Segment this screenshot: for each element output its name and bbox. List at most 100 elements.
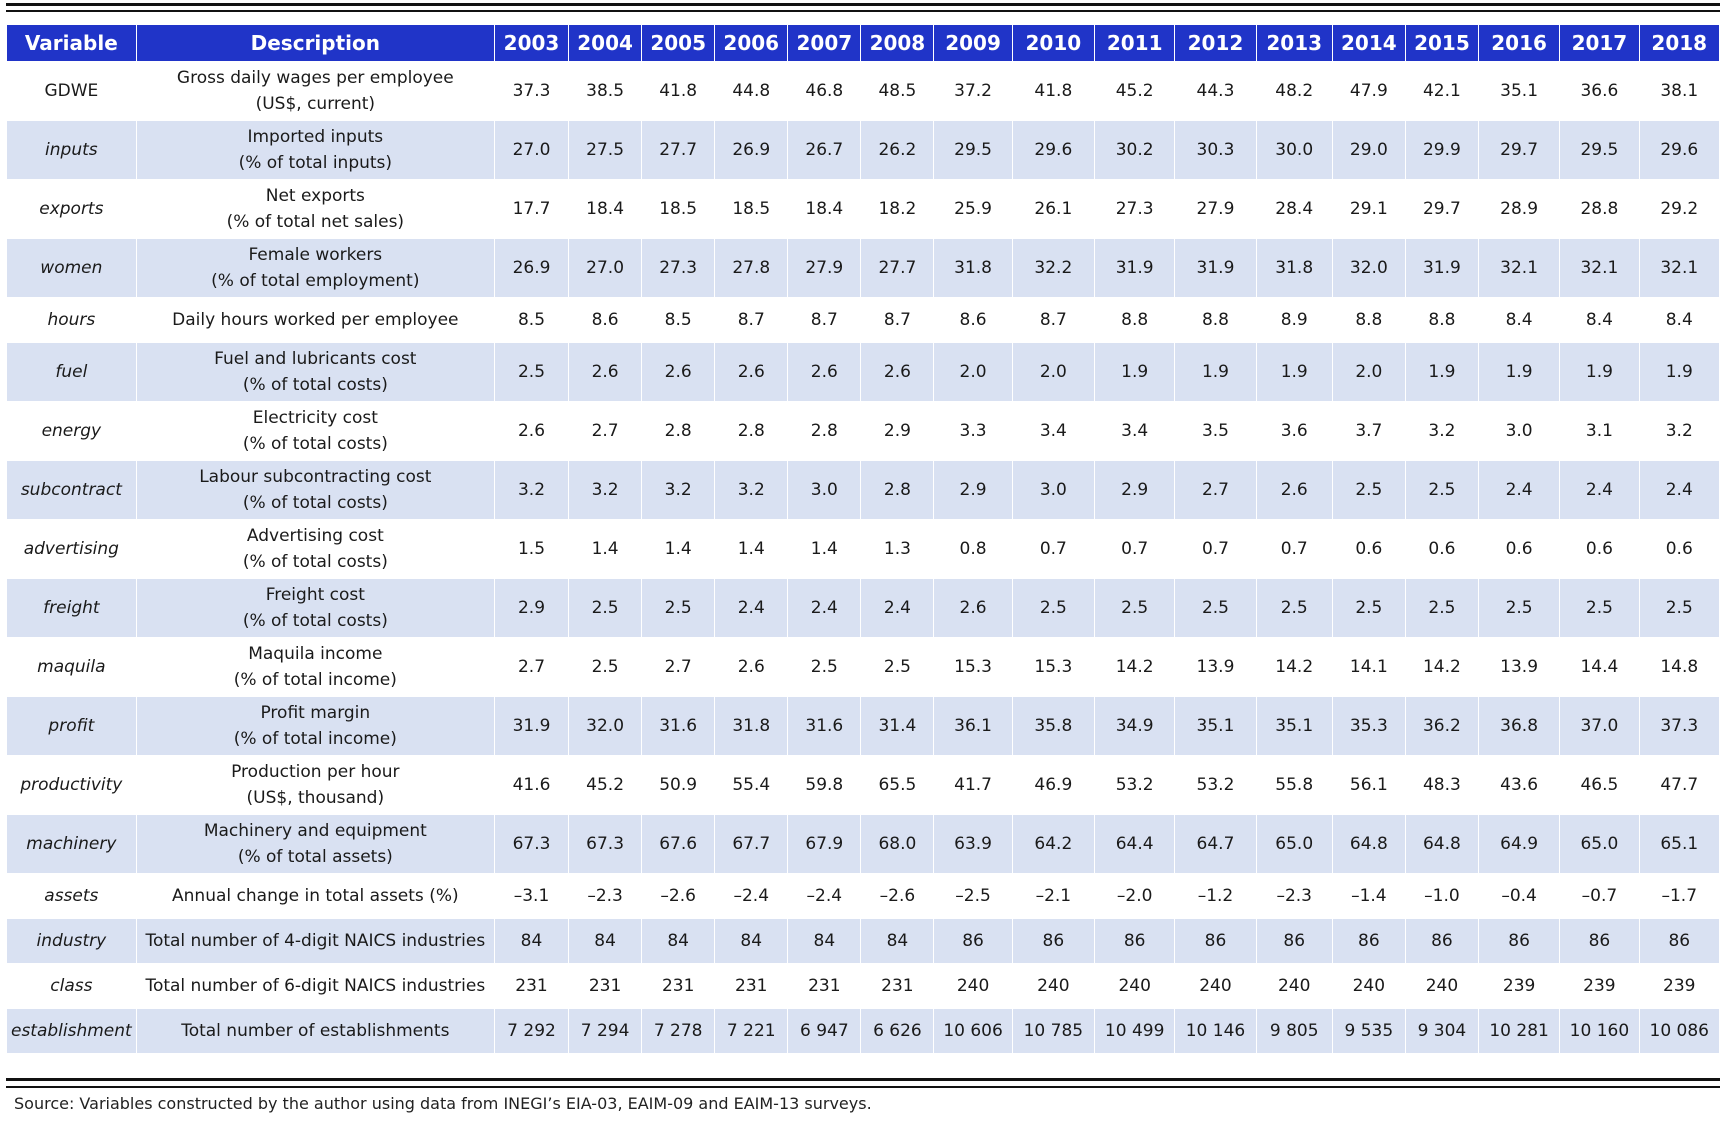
value-cell: 2.6: [1255, 460, 1333, 520]
value-cell: 8.7: [1011, 297, 1096, 343]
value-cell: 31.6: [787, 696, 862, 756]
value-cell: 65.1: [1638, 814, 1721, 874]
value-cell: 44.3: [1174, 61, 1257, 121]
table-row: inputs Imported inputs (% of total inputs)…: [6, 120, 1721, 180]
value-cell: 41.8: [641, 61, 716, 121]
top-rule-thick: [6, 3, 1720, 6]
value-cell: –2.1: [1011, 873, 1096, 919]
value-cell: 3.2: [568, 460, 643, 520]
value-cell: –2.6: [860, 873, 935, 919]
value-cell: 2.8: [860, 460, 935, 520]
table-row: exports Net exports (% of total net sales)…: [6, 179, 1721, 239]
description-line: Maquila income: [248, 644, 383, 664]
value-cell: 31.9: [1094, 238, 1176, 298]
value-cell: 29.5: [1559, 120, 1640, 180]
value-cell: 18.4: [568, 179, 643, 239]
value-cell: 2.7: [641, 637, 716, 697]
value-cell: 31.4: [860, 696, 935, 756]
value-cell: 27.0: [568, 238, 643, 298]
value-cell: –1.2: [1174, 873, 1257, 919]
description-line: Production per hour: [231, 762, 400, 782]
value-cell: 86: [1477, 918, 1561, 964]
value-cell: 31.8: [1255, 238, 1333, 298]
description-line: (% of total employment): [211, 271, 420, 291]
value-cell: 30.0: [1255, 120, 1333, 180]
value-cell: 2.5: [1559, 578, 1640, 638]
value-cell: 8.8: [1331, 297, 1406, 343]
description-line: (% of total costs): [242, 375, 388, 395]
value-cell: 2.6: [787, 342, 862, 402]
description-cell: Gross daily wages per employee (US$, curr…: [135, 61, 495, 121]
header-year: 2015: [1404, 24, 1479, 62]
value-cell: 1.4: [641, 519, 716, 579]
value-cell: 8.5: [493, 297, 570, 343]
value-cell: 67.3: [493, 814, 570, 874]
value-cell: 8.4: [1477, 297, 1561, 343]
value-cell: 67.6: [641, 814, 716, 874]
description-line: (% of total inputs): [238, 153, 393, 173]
description-line: (% of total costs): [242, 611, 388, 631]
value-cell: 18.5: [641, 179, 716, 239]
header-year: 2014: [1331, 24, 1406, 62]
value-cell: 2.4: [1638, 460, 1721, 520]
description-line: Total number of 4-digit NAICS industries: [145, 931, 486, 951]
value-cell: 10 160: [1559, 1008, 1640, 1054]
value-cell: 1.3: [860, 519, 935, 579]
value-cell: 27.7: [641, 120, 716, 180]
value-cell: 10 281: [1477, 1008, 1561, 1054]
description-cell: Electricity cost (% of total costs): [135, 401, 495, 461]
value-cell: 13.9: [1174, 637, 1257, 697]
description-line: Electricity cost: [252, 408, 378, 428]
value-cell: 48.2: [1255, 61, 1333, 121]
value-cell: 35.1: [1174, 696, 1257, 756]
description-cell: Advertising cost (% of total costs): [135, 519, 495, 579]
value-cell: 2.5: [641, 578, 716, 638]
value-cell: 2.5: [1174, 578, 1257, 638]
value-cell: 2.7: [493, 637, 570, 697]
value-cell: 1.4: [714, 519, 789, 579]
table-row: assets Annual change in total assets (%) –…: [6, 873, 1721, 919]
value-cell: 31.8: [933, 238, 1013, 298]
variable-cell: productivity: [6, 755, 137, 815]
table-row: energy Electricity cost (% of total costs)…: [6, 401, 1721, 461]
value-cell: 67.7: [714, 814, 789, 874]
value-cell: 48.3: [1404, 755, 1479, 815]
value-cell: 7 294: [568, 1008, 643, 1054]
value-cell: 86: [1255, 918, 1333, 964]
value-cell: 10 606: [933, 1008, 1013, 1054]
description-line: (US$, thousand): [246, 788, 385, 808]
header-description: Description: [135, 24, 495, 62]
value-cell: 2.0: [1331, 342, 1406, 402]
value-cell: 10 146: [1174, 1008, 1257, 1054]
value-cell: 28.8: [1559, 179, 1640, 239]
value-cell: 1.9: [1559, 342, 1640, 402]
value-cell: 3.0: [1011, 460, 1096, 520]
description-cell: Machinery and equipment (% of total asset…: [135, 814, 495, 874]
value-cell: –1.0: [1404, 873, 1479, 919]
value-cell: 2.5: [1331, 578, 1406, 638]
value-cell: 36.1: [933, 696, 1013, 756]
table-row: freight Freight cost (% of total costs) 2.9…: [6, 578, 1721, 638]
value-cell: 17.7: [493, 179, 570, 239]
value-cell: –2.0: [1094, 873, 1176, 919]
value-cell: 84: [860, 918, 935, 964]
value-cell: 84: [568, 918, 643, 964]
value-cell: 28.9: [1477, 179, 1561, 239]
value-cell: 239: [1638, 963, 1721, 1009]
value-cell: –2.4: [787, 873, 862, 919]
value-cell: 240: [1331, 963, 1406, 1009]
value-cell: 36.8: [1477, 696, 1561, 756]
variable-cell: establishment: [6, 1008, 137, 1054]
header-year: 2016: [1477, 24, 1561, 62]
value-cell: 25.9: [933, 179, 1013, 239]
value-cell: 35.1: [1255, 696, 1333, 756]
description-line: Annual change in total assets (%): [172, 886, 459, 906]
value-cell: 26.7: [787, 120, 862, 180]
value-cell: 10 785: [1011, 1008, 1096, 1054]
description-line: Daily hours worked per employee: [172, 310, 459, 330]
value-cell: –0.7: [1559, 873, 1640, 919]
value-cell: 8.6: [933, 297, 1013, 343]
value-cell: 53.2: [1174, 755, 1257, 815]
value-cell: 45.2: [568, 755, 643, 815]
value-cell: 0.7: [1255, 519, 1333, 579]
